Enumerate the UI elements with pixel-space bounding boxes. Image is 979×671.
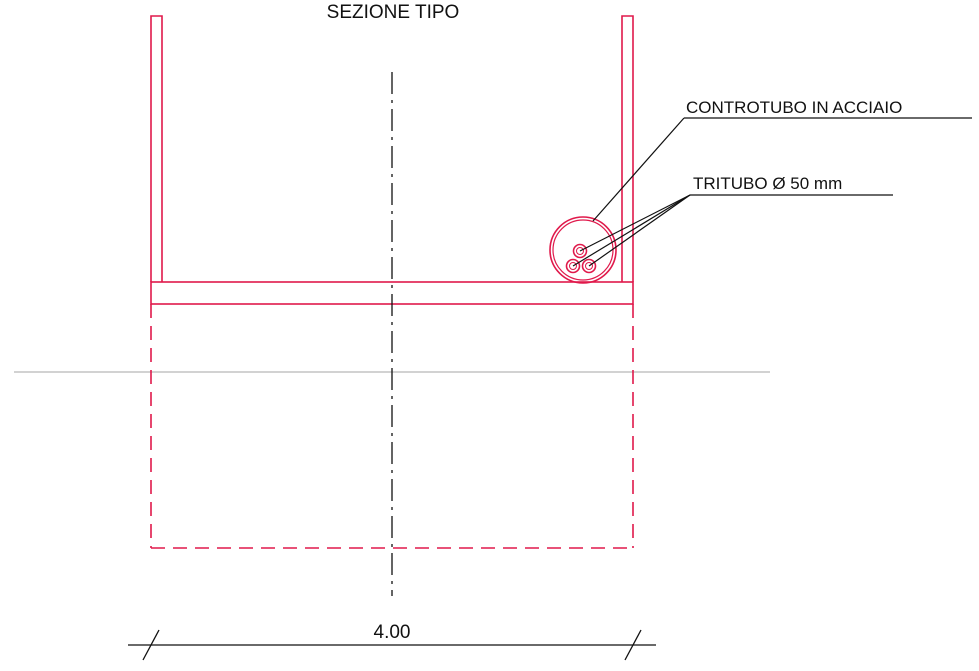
triduct-pipe-right [581, 258, 597, 274]
width-dimension [128, 629, 656, 661]
foundation-outline [150, 304, 634, 549]
right-wall [621, 15, 634, 282]
triduct-leader [572, 194, 893, 267]
casing-pipe [549, 216, 617, 284]
left-wall [150, 15, 163, 282]
casing-inner-circle [552, 219, 614, 281]
width-dimension-label: 4.00 [374, 622, 411, 643]
dimension-tick-left [142, 629, 160, 661]
triduct-pipe-left [565, 258, 581, 274]
casing-label: CONTROTUBO IN ACCIAIO [686, 98, 902, 117]
triduct-label: TRITUBO Ø 50 mm [693, 174, 842, 193]
drawing-title: SEZIONE TIPO [327, 2, 460, 23]
dimension-tick-right [624, 629, 642, 661]
casing-outer-circle [549, 216, 617, 284]
triduct-pipe-top [572, 243, 588, 259]
casing-leader [592, 117, 972, 222]
triduct-bundle [565, 243, 597, 274]
